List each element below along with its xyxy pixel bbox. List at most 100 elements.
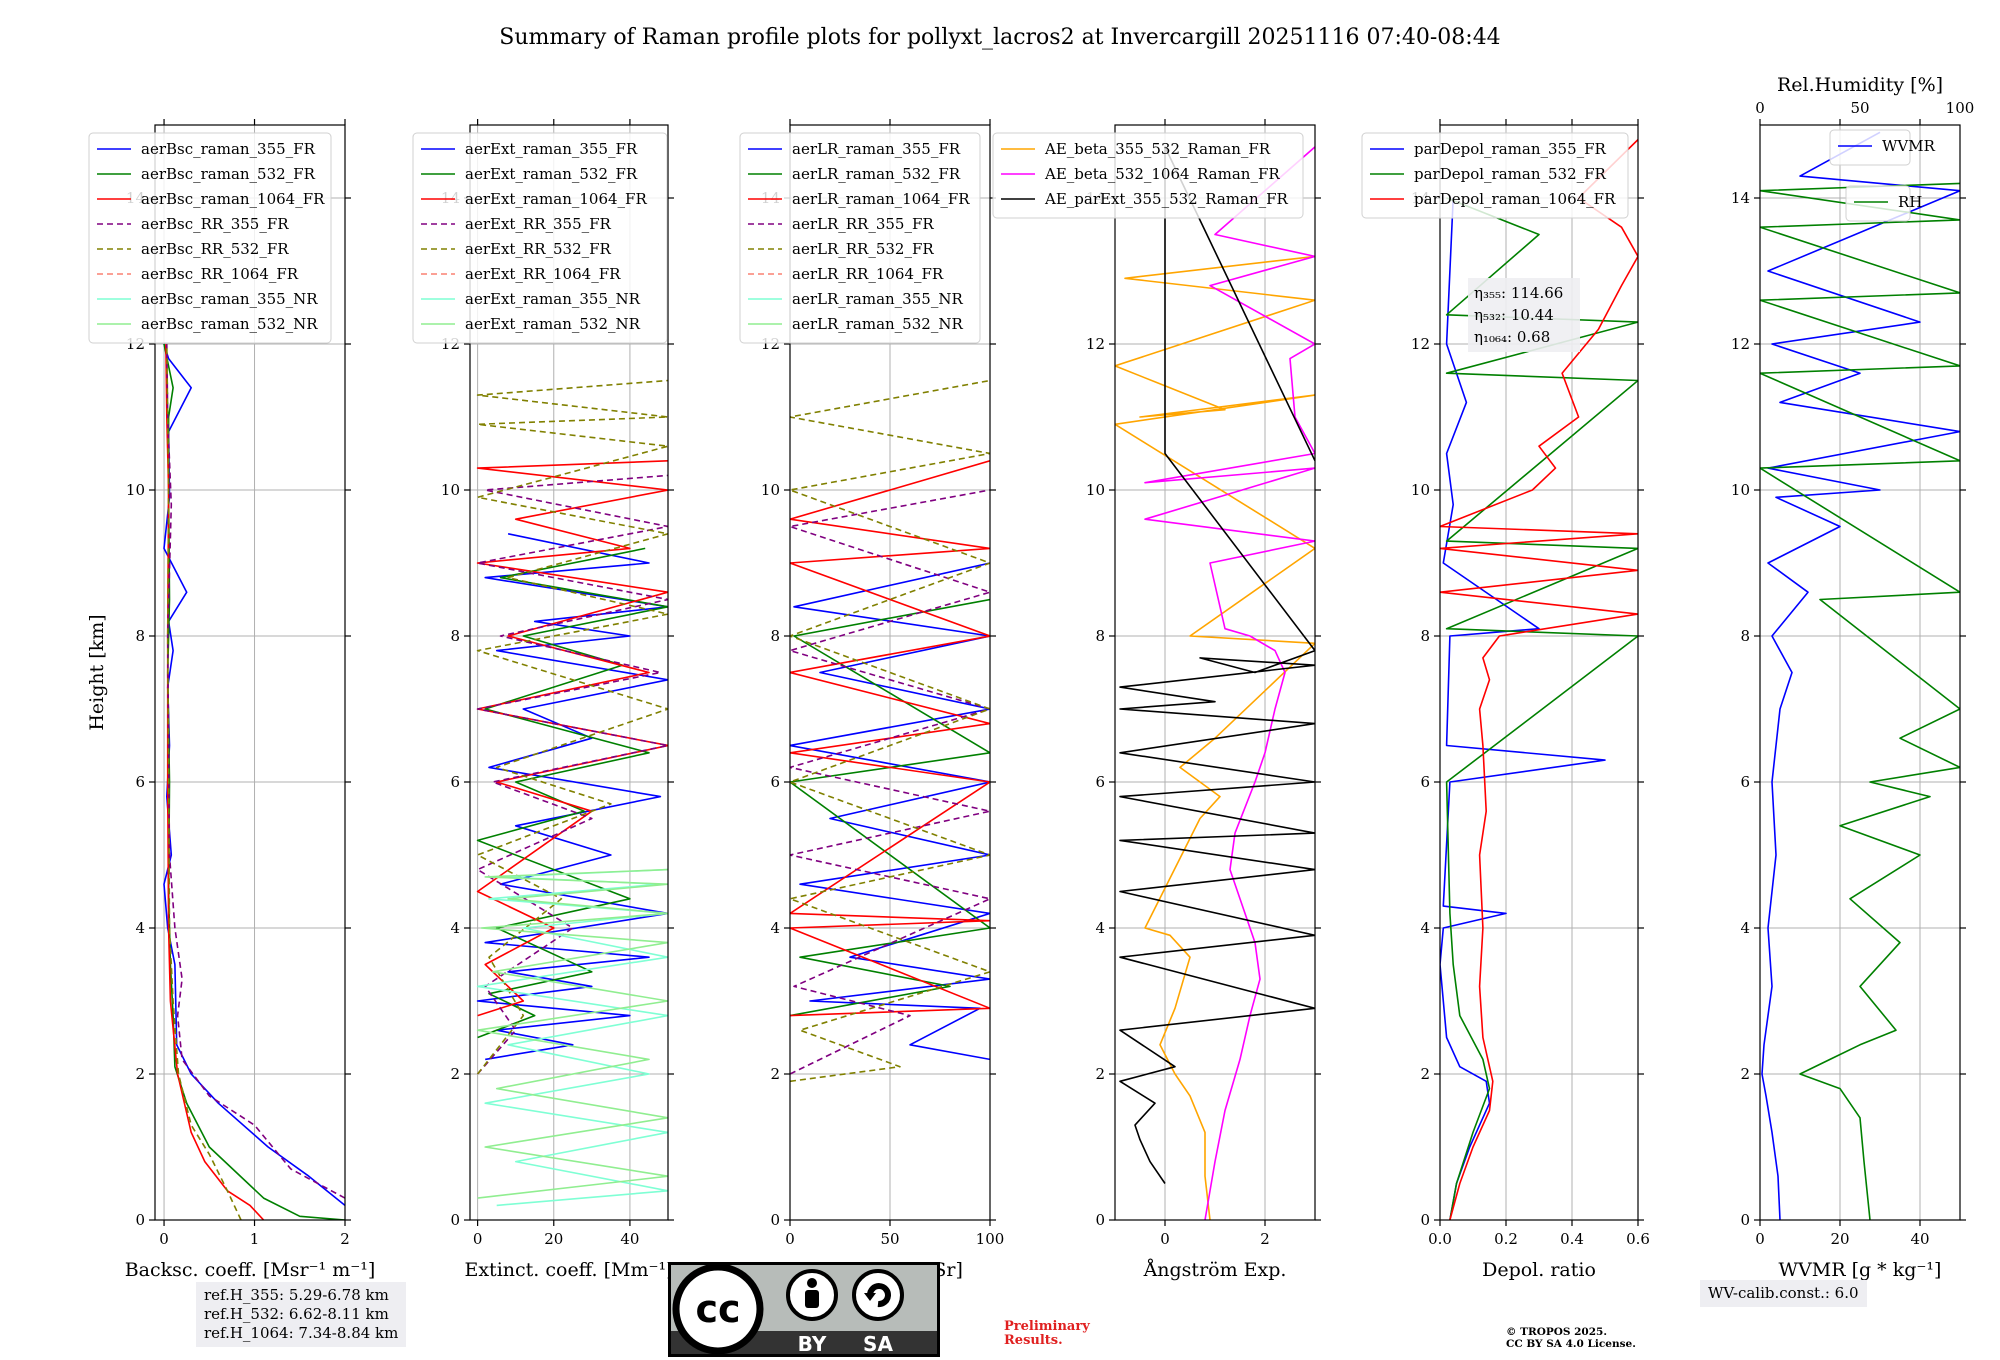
y-tick-label-lidar_ratio-1: 2 xyxy=(770,1065,780,1083)
copyright-line-2: CC BY SA 4.0 License. xyxy=(1506,1338,1636,1350)
cc-logo-text: cc xyxy=(695,1287,740,1331)
preliminary-line-2: Results. xyxy=(1004,1333,1063,1348)
reference-height-box: ref.H_355: 5.29-6.78 km ref.H_532: 6.62-… xyxy=(196,1282,407,1347)
legend-label-aerLR_raman_355_NR: aerLR_raman_355_NR xyxy=(792,290,963,308)
ref-height-532: ref.H_532: 6.62-8.11 km xyxy=(204,1305,389,1323)
legend-label-aerBsc_RR_532_FR: aerBsc_RR_532_FR xyxy=(141,240,289,258)
x-tick-label-depol-2: 0.4 xyxy=(1560,1230,1584,1248)
depol-annotation-1: η₅₃₂: 10.44 xyxy=(1474,306,1554,324)
legend-box-wvmrlegend_top xyxy=(1829,129,1911,166)
y-tick-label-wvmr-3: 6 xyxy=(1740,773,1750,791)
y-tick-label-lidar_ratio-2: 4 xyxy=(770,919,780,937)
sa-share-alike-icon xyxy=(852,1269,904,1321)
y-tick-label-wvmr-1: 2 xyxy=(1740,1065,1750,1083)
copyright-line-1: © TROPOS 2025. xyxy=(1506,1326,1608,1338)
y-tick-label-angstrom-0: 0 xyxy=(1095,1211,1105,1229)
x-tick-label-depol-3: 0.6 xyxy=(1626,1230,1650,1248)
x-axis-label-depol: Depol. ratio xyxy=(1482,1259,1596,1281)
legend-extinction: aerExt_raman_355_FR aerExt_raman_532_FRae… xyxy=(412,132,668,344)
license-by-label: BY xyxy=(798,1332,827,1356)
series-line-parDepol_raman_532_FR xyxy=(1445,197,1638,1220)
depol-annotation-2: η₁₀₆₄: 0.68 xyxy=(1474,328,1550,346)
y-tick-label-lidar_ratio-4: 8 xyxy=(770,627,780,645)
wv-calib-const: WV-calib.const.: 6.0 xyxy=(1708,1284,1859,1302)
panel-extinction: 0204002468101214Extinct. coeff. [Mm⁻¹]ae… xyxy=(412,119,674,1281)
legend-label-aerBsc_RR_1064_FR: aerBsc_RR_1064_FR xyxy=(141,265,299,283)
legend-box-depol xyxy=(1361,132,1629,219)
legend-label-aerExt_raman_355_NR: aerExt_raman_355_NR xyxy=(465,290,641,308)
y-tick-label-wvmr-6: 12 xyxy=(1731,335,1750,353)
series-line-aerExt_RR_532_FR xyxy=(476,379,668,1075)
x-tick-label-wvmr-1: 20 xyxy=(1830,1230,1849,1248)
series-line-aerBsc_RR_532_FR xyxy=(166,343,242,1220)
by-person-head xyxy=(807,1278,817,1288)
y-tick-label-angstrom-6: 12 xyxy=(1086,335,1105,353)
y-tick-label-backscatter-2: 4 xyxy=(135,919,145,937)
x-tick-label-wvmr-0: 0 xyxy=(1755,1230,1765,1248)
legend-label-aerLR_raman_355_FR: aerLR_raman_355_FR xyxy=(792,140,961,158)
y-tick-label-backscatter-4: 8 xyxy=(135,627,145,645)
series-line-AE_parExt_355_532_Raman_FR xyxy=(1119,146,1315,1184)
y-tick-label-angstrom-1: 2 xyxy=(1095,1065,1105,1083)
legend-label-AE_beta_532_1064_Raman_FR: AE_beta_532_1064_Raman_FR xyxy=(1044,165,1280,183)
series-group-lidar_ratio xyxy=(790,379,990,1083)
legend-label-aerExt_raman_1064_FR: aerExt_raman_1064_FR xyxy=(465,190,647,208)
y-tick-label-extinction-3: 6 xyxy=(450,773,460,791)
cc-by-sa-license-badge: cc BY SA xyxy=(668,1262,940,1357)
panel-lidar_ratio: 05010002468101214Lidar ratio [Sr]aerLR_r… xyxy=(739,119,1005,1281)
y-tick-label-wvmr-7: 14 xyxy=(1731,189,1750,207)
copyright-note: © TROPOS 2025. CC BY SA 4.0 License. xyxy=(1506,1326,1636,1350)
top-x-tick-label-wvmr-1: 50 xyxy=(1850,99,1869,117)
legend-lidar_ratio: aerLR_raman_355_FR aerLR_raman_532_FR aerL… xyxy=(739,132,981,344)
legend-label-aerLR_raman_532_NR: aerLR_raman_532_NR xyxy=(792,315,963,333)
y-tick-label-depol-2: 4 xyxy=(1420,919,1430,937)
panel-wvmr: 0 20 40 0 2 4 6 8 10 12 14 WVMR [g * kg⁻¹] 0 50 100Rel… xyxy=(1731,74,1974,1281)
y-tick-label-depol-5: 10 xyxy=(1411,481,1430,499)
series-line-aerLR_raman_355_FR xyxy=(790,562,990,1061)
y-tick-label-extinction-4: 8 xyxy=(450,627,460,645)
y-tick-label-backscatter-3: 6 xyxy=(135,773,145,791)
legend-box-lidar_ratio xyxy=(739,132,981,344)
legend-depol: parDepol_raman_355_FR parDepol_raman_532_… xyxy=(1361,132,1629,219)
preliminary-results-note: Preliminary Results. xyxy=(1004,1320,1090,1348)
series-group-angstrom xyxy=(1115,146,1315,1220)
x-tick-label-lidar_ratio-1: 50 xyxy=(880,1230,899,1248)
axes-frame-angstrom xyxy=(1114,124,1316,1221)
legend-label-aerExt_raman_532_NR: aerExt_raman_532_NR xyxy=(465,315,641,333)
y-tick-label-backscatter-0: 0 xyxy=(135,1211,145,1229)
x-axis-label-backscatter: Backsc. coeff. [Msr⁻¹ m⁻¹] xyxy=(125,1259,376,1281)
x-tick-label-backscatter-2: 2 xyxy=(340,1230,350,1248)
legend-label-aerLR_RR_532_FR: aerLR_RR_532_FR xyxy=(792,240,934,258)
x-tick-label-depol-0: 0.0 xyxy=(1428,1230,1452,1248)
y-tick-label-angstrom-2: 4 xyxy=(1095,919,1105,937)
series-line-WVMR xyxy=(1761,131,1960,1220)
panel-backscatter: 01202468101214Backsc. coeff. [Msr⁻¹ m⁻¹]… xyxy=(86,119,375,1281)
series-group-depol xyxy=(1440,139,1638,1220)
x-tick-label-wvmr-2: 40 xyxy=(1910,1230,1929,1248)
x-tick-label-lidar_ratio-2: 100 xyxy=(976,1230,1005,1248)
y-tick-label-depol-4: 8 xyxy=(1420,627,1430,645)
y-tick-label-depol-6: 12 xyxy=(1411,335,1430,353)
x-tick-label-extinction-2: 40 xyxy=(620,1230,639,1248)
sa-arrow-arc xyxy=(867,1283,891,1308)
y-tick-label-depol-3: 6 xyxy=(1420,773,1430,791)
legend-box-angstrom xyxy=(992,132,1304,219)
legend-label-WVMR: WVMR xyxy=(1882,137,1936,155)
y-tick-label-depol-1: 2 xyxy=(1420,1065,1430,1083)
top-x-axis-label-wvmr: Rel.Humidity [%] xyxy=(1777,74,1943,96)
top-x-tick-label-wvmr-0: 0 xyxy=(1755,99,1765,117)
y-tick-label-angstrom-5: 10 xyxy=(1086,481,1105,499)
series-line-parDepol_raman_1064_FR xyxy=(1440,139,1638,1220)
series-group-extinction xyxy=(476,379,668,1207)
series-line-aerLR_RR_532_FR xyxy=(790,379,990,1083)
y-tick-label-lidar_ratio-5: 10 xyxy=(761,481,780,499)
y-tick-label-extinction-2: 4 xyxy=(450,919,460,937)
legend-box-extinction xyxy=(412,132,668,344)
series-line-RH xyxy=(1760,182,1960,1220)
series-line-aerExt_raman_532_FR xyxy=(476,547,668,1039)
preliminary-line-1: Preliminary xyxy=(1004,1319,1090,1334)
x-tick-label-extinction-1: 20 xyxy=(544,1230,563,1248)
series-line-aerLR_RR_355_FR xyxy=(790,489,990,1075)
axes-frame-extinction xyxy=(469,124,669,1221)
panel-angstrom: 0202468101214Ångström Exp.AE_beta_355_53… xyxy=(992,119,1321,1281)
